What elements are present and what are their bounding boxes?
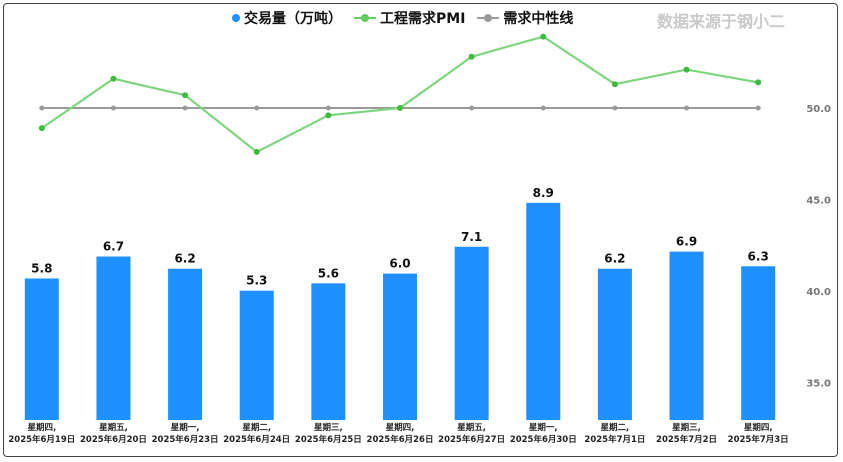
legend-label-volume: 交易量（万吨） bbox=[244, 11, 342, 27]
legend-item-neutral[interactable]: 需求中性线 bbox=[477, 8, 573, 28]
legend-label-neutral: 需求中性线 bbox=[503, 11, 574, 27]
legend-swatch-neutral bbox=[477, 14, 500, 22]
legend-item-volume[interactable]: 交易量（万吨） bbox=[232, 8, 342, 28]
legend-swatch-volume bbox=[232, 14, 240, 22]
legend-label-pmi: 工程需求PMI bbox=[380, 11, 466, 27]
legend-item-pmi[interactable]: 工程需求PMI bbox=[354, 8, 465, 28]
chart-frame bbox=[3, 3, 838, 457]
legend: 交易量（万吨） 工程需求PMI 需求中性线 bbox=[0, 8, 843, 30]
legend-swatch-pmi bbox=[354, 14, 376, 22]
source-watermark: 数据来源于钢小二 bbox=[657, 12, 786, 31]
